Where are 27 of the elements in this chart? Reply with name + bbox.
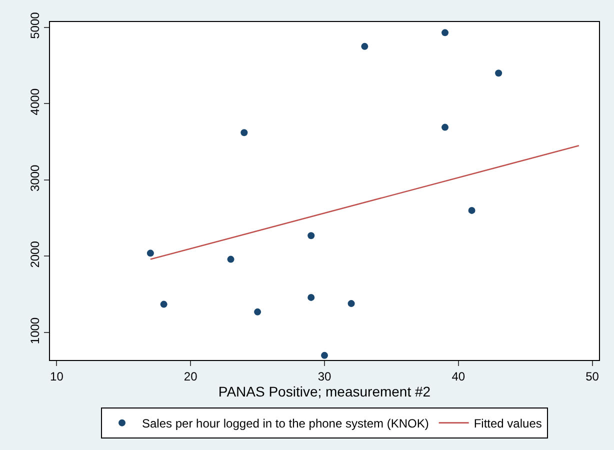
y-tick-label: 3000 xyxy=(28,164,42,192)
x-tick-label: 50 xyxy=(586,369,600,384)
x-tick-label: 10 xyxy=(50,369,64,384)
y-tick-label: 1000 xyxy=(28,317,42,344)
point xyxy=(308,232,315,240)
x-tick-label: 30 xyxy=(318,369,332,384)
point xyxy=(227,256,234,263)
point xyxy=(442,124,449,131)
point xyxy=(442,29,449,36)
point xyxy=(348,300,355,308)
y-tick-label: 2000 xyxy=(28,240,42,268)
point xyxy=(495,70,502,77)
point xyxy=(240,129,248,136)
point xyxy=(361,42,368,50)
y-tick-label: 4000 xyxy=(28,88,42,116)
point xyxy=(321,352,328,359)
legend-label: Fitted values xyxy=(474,416,542,430)
point xyxy=(468,206,476,214)
x-tick-label: 20 xyxy=(184,369,198,384)
point xyxy=(146,250,154,257)
x-tick-label: 40 xyxy=(452,369,466,384)
point xyxy=(254,308,262,316)
point xyxy=(160,300,168,308)
legend-label: Sales per hour logged in to the phone system (KNOK) xyxy=(142,416,429,430)
point xyxy=(308,294,315,301)
y-tick-label: 5000 xyxy=(28,12,42,39)
x-axis-title: PANAS Positive; measurement #2 xyxy=(218,383,431,400)
